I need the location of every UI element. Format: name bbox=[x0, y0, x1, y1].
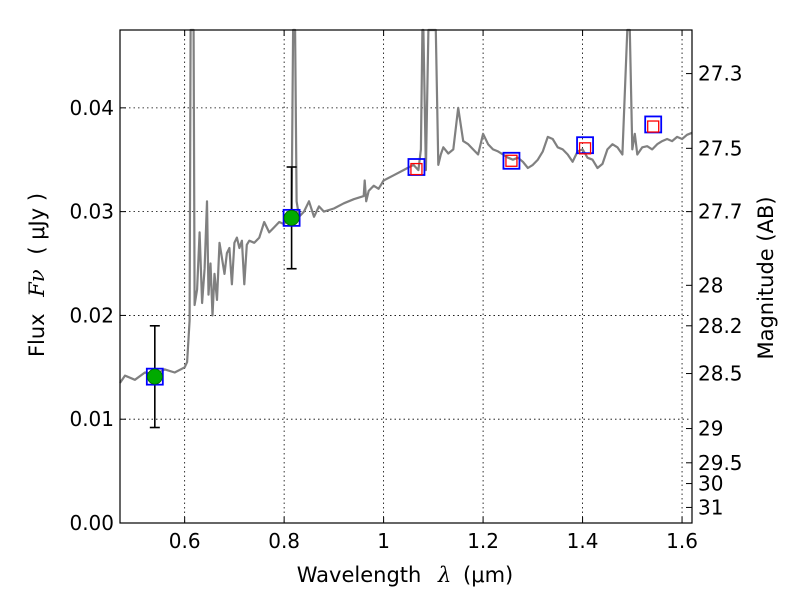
synthetic-point bbox=[505, 154, 518, 167]
photometry-points bbox=[145, 115, 663, 429]
y-tick-label: 0.00 bbox=[69, 511, 114, 535]
y-axis-label-unit: ( μJy ) bbox=[25, 193, 49, 255]
y2-tick-label: 28.5 bbox=[698, 362, 743, 386]
x-tick-label: 1 bbox=[377, 529, 390, 553]
grid bbox=[120, 30, 692, 523]
y-tick-label: 0.03 bbox=[69, 200, 114, 224]
synthetic-point bbox=[410, 162, 423, 176]
x-tick-label: 1.6 bbox=[666, 529, 698, 553]
y2-axis-label: Magnitude (AB) bbox=[754, 196, 778, 359]
x-axis-label: Wavelength λ (μm) bbox=[297, 563, 513, 587]
model-point bbox=[282, 208, 301, 227]
synthetic-point bbox=[647, 120, 660, 133]
y2-tick-label: 28 bbox=[698, 273, 723, 297]
y2-tick-label: 27.3 bbox=[698, 62, 743, 86]
y-axis-label-prefix: Flux bbox=[25, 313, 49, 357]
y2-tick-label: 27.5 bbox=[698, 136, 743, 160]
y2-tick-label: 29 bbox=[698, 417, 723, 441]
spectrum-series bbox=[119, 28, 693, 384]
x-tick-label: 0.6 bbox=[169, 529, 201, 553]
y2-tick-label: 30 bbox=[698, 472, 723, 496]
plot-frame bbox=[119, 29, 693, 524]
y-tick-label: 0.01 bbox=[69, 407, 114, 431]
y2-tick-label: 28.2 bbox=[698, 314, 743, 338]
synthetic-point bbox=[578, 142, 592, 155]
y2-tick-label: 27.7 bbox=[698, 200, 743, 224]
y-axis-label: Flux Fν ( μJy ) bbox=[25, 193, 49, 357]
x-axis-label-symbol: λ bbox=[437, 563, 451, 587]
y-axis-label-symbol: Fν bbox=[25, 269, 49, 298]
x-tick-label: 1.4 bbox=[567, 529, 599, 553]
x-tick-label: 0.8 bbox=[268, 529, 300, 553]
y-tick-label: 0.04 bbox=[69, 96, 114, 120]
x-axis-label-prefix: Wavelength bbox=[297, 563, 422, 587]
axes: 0.6 0.8 1 1.2 1.4 1.6 0.00 0.01 0.02 0.03 0.04 27.3… bbox=[69, 29, 743, 553]
model-point bbox=[502, 151, 521, 170]
y-tick-label: 0.02 bbox=[69, 303, 114, 327]
x-tick-label: 1.2 bbox=[467, 529, 499, 553]
y2-tick-label: 29.5 bbox=[698, 451, 743, 475]
observed-point bbox=[146, 368, 163, 385]
observed-point bbox=[283, 209, 300, 226]
y2-tick-label: 31 bbox=[698, 495, 723, 519]
spectrum-line bbox=[119, 28, 693, 384]
x-axis-label-unit: (μm) bbox=[463, 563, 513, 587]
model-point bbox=[145, 367, 164, 386]
